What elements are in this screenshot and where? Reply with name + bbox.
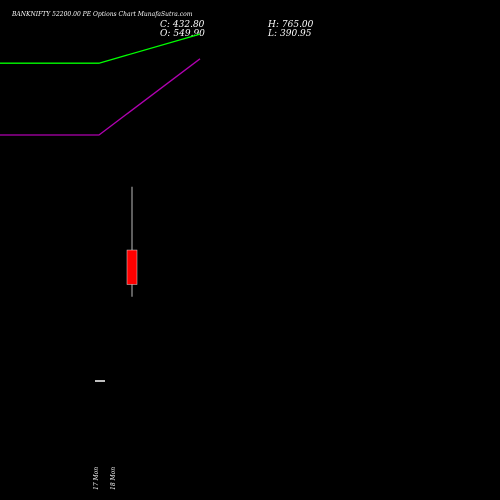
overlay-line-1: [0, 58, 201, 136]
low-label: L:: [268, 29, 278, 39]
ohlc-high: H: 765.00: [268, 20, 313, 30]
open-value: 549.90: [173, 29, 205, 39]
overlay-line-0: [0, 33, 201, 64]
open-label: O:: [160, 29, 171, 39]
low-value: 390.95: [280, 29, 312, 39]
ohlc-low: L: 390.95: [268, 29, 312, 39]
ohlc-open: O: 549.90: [160, 29, 205, 39]
chart-title: BANKNIFTY 52200.00 PE Options Chart Muna…: [12, 11, 193, 18]
high-label: H:: [268, 20, 279, 30]
x-tick-label: 18 Mon: [110, 467, 117, 490]
x-tick-label: 17 Mon: [93, 467, 100, 490]
close-value: 432.80: [172, 20, 205, 30]
ohlc-close: C: 432.80: [160, 20, 204, 30]
high-value: 765.00: [281, 20, 314, 30]
close-label: C:: [160, 20, 170, 30]
candle-body-1: [126, 249, 138, 285]
